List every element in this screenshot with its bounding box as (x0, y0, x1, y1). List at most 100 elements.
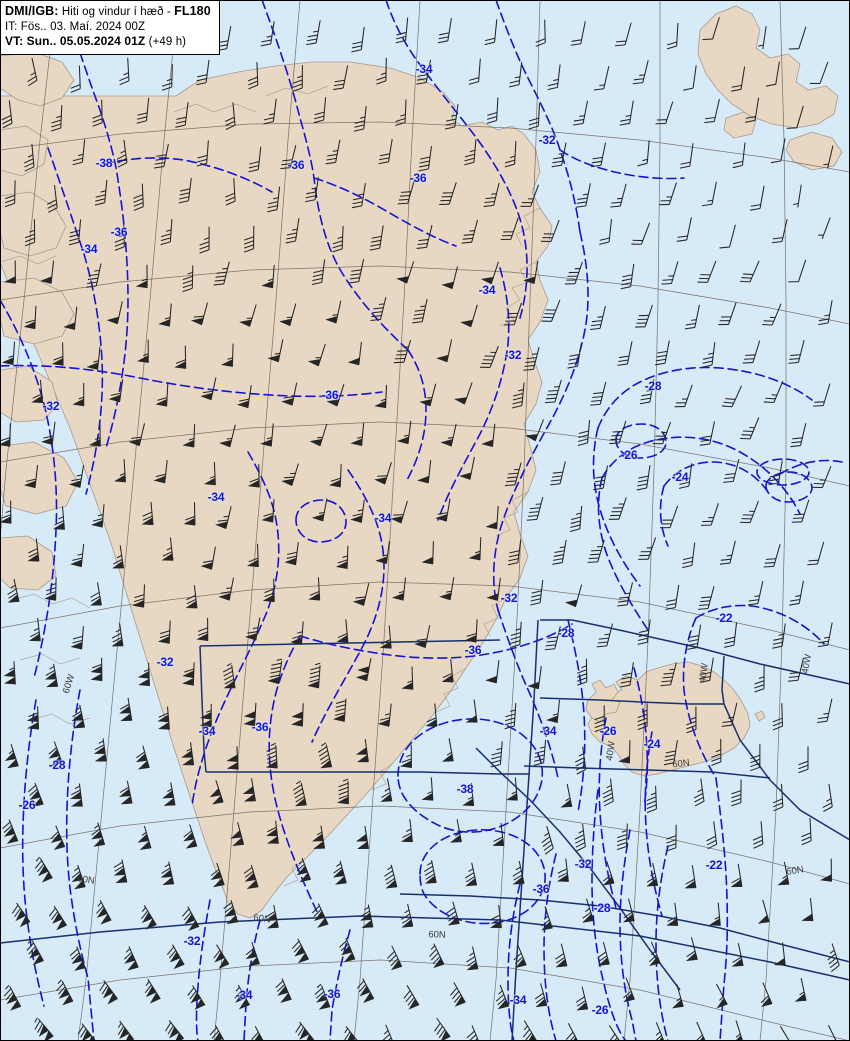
wind-barb (556, 858, 569, 882)
wind-barb (333, 65, 349, 91)
meridian (489, 0, 541, 1041)
wind-barb (758, 26, 767, 50)
wind-barb (655, 340, 670, 366)
wind-barb (44, 577, 57, 601)
wind-barb (827, 1024, 839, 1041)
wind-barb (504, 702, 517, 730)
wind-barb (793, 184, 802, 208)
wind-barb (466, 946, 479, 971)
wind-barb (403, 985, 420, 1010)
wind-barb (798, 746, 809, 774)
wind-barb (63, 306, 78, 330)
wind-barb (820, 858, 832, 882)
wind-barb (813, 383, 831, 407)
wind-barb (752, 821, 764, 849)
coastline-detail (0, 85, 541, 887)
vt-value: Sun.. 05.05.2024 01Z (26, 34, 146, 49)
wind-barb (23, 143, 35, 172)
wind-barb (221, 343, 234, 367)
wind-barb (616, 823, 628, 851)
wind-barb (419, 383, 437, 407)
wind-barb (178, 177, 192, 204)
wind-barb (646, 785, 657, 814)
wind-barb (582, 898, 594, 923)
wind-barb (708, 902, 721, 926)
ellesmere-fragment-6 (0, 441, 79, 515)
parallel (0, 421, 850, 487)
wind-barb (526, 496, 544, 521)
wind-barb (794, 977, 807, 1002)
wind-barb (91, 822, 106, 847)
parallel (0, 265, 850, 325)
wind-barb (429, 943, 445, 969)
wind-barb (247, 464, 260, 488)
wind-barb (679, 143, 694, 169)
wind-barb (144, 979, 161, 1004)
wind-barb (336, 619, 349, 643)
wind-barb (528, 103, 541, 130)
wind-barb (544, 379, 562, 404)
wind-barb (263, 98, 277, 125)
wind-barb (483, 182, 500, 207)
wind-barb (678, 463, 693, 489)
wind-barb (693, 778, 705, 807)
wind-barb (244, 617, 261, 641)
wind-barb (26, 706, 40, 730)
ellesmere-fragment-2 (0, 125, 49, 177)
wind-barb (446, 901, 460, 926)
fir-boundary (540, 619, 850, 685)
wind-barb (464, 139, 477, 166)
wind-barb (416, 59, 432, 85)
wind-barb (754, 665, 765, 693)
wind-barb (96, 899, 112, 925)
wind-barb (555, 943, 568, 968)
wind-barb (183, 502, 196, 526)
wind-barb (23, 305, 37, 330)
wind-barb (481, 423, 496, 447)
isotherm--34-mid (437, 267, 510, 521)
wind-barb (135, 264, 148, 289)
wind-barb (157, 706, 170, 730)
wind-barb (393, 340, 412, 364)
wind-barb (660, 662, 677, 687)
wind-barb (313, 97, 327, 124)
isotherm--24-coast (644, 731, 663, 917)
wind-barb (0, 500, 12, 524)
wind-barb (745, 97, 760, 123)
wind-barb (262, 578, 275, 603)
isotherm--34-low (507, 883, 521, 1041)
wind-barb (817, 622, 833, 648)
wind-barb (359, 904, 374, 929)
wind-barb (160, 218, 173, 246)
wind-barb (27, 782, 44, 808)
wind-barb (450, 819, 462, 843)
wind-barb (158, 303, 172, 327)
wind-barb (523, 260, 539, 284)
wind-barb (311, 259, 326, 286)
wind-barb (449, 982, 466, 1007)
wind-barb (683, 65, 697, 91)
wind-barb (527, 666, 542, 690)
wind-barb (423, 860, 437, 884)
wind-barb (609, 420, 627, 445)
wind-barb (90, 582, 102, 606)
wind-barb (239, 304, 257, 327)
fir-boundary (199, 639, 501, 647)
wind-barb (574, 823, 586, 852)
wind-barb (39, 260, 55, 284)
wind-barb (618, 740, 631, 764)
wind-barb (265, 742, 278, 769)
wind-barb (396, 420, 412, 445)
wind-barb (699, 657, 714, 683)
wind-barb (223, 899, 239, 925)
header-title-line: DMI/IGB: Hiti og vindur í hæð - FL180 (5, 3, 211, 20)
wind-barb (721, 702, 738, 727)
isotherm--22-low (715, 777, 729, 1041)
wind-barb (723, 458, 740, 483)
wind-barb (661, 261, 679, 285)
it-value: Fös.. 03. Maí. 2024 00Z (20, 20, 146, 33)
wind-barb (245, 942, 260, 967)
wind-barb (51, 104, 63, 132)
wind-barb (659, 182, 677, 206)
